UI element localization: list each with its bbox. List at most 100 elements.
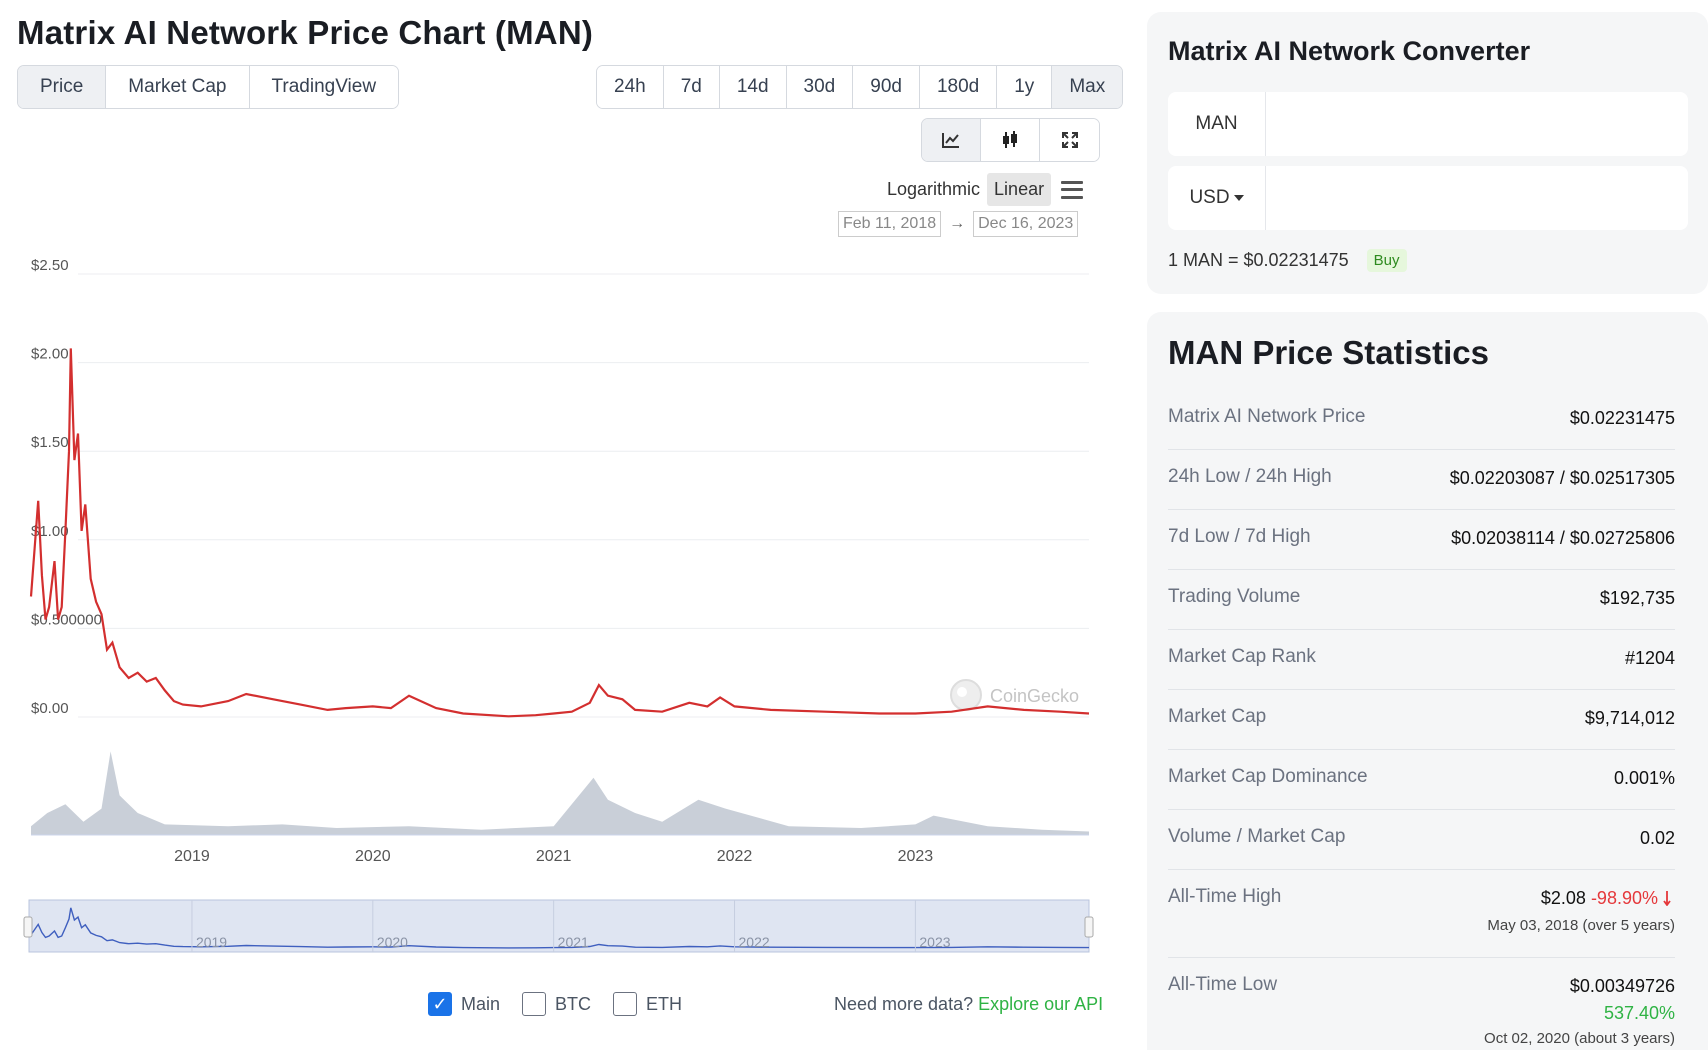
stat-row: Market Cap Dominance 0.001%	[1168, 750, 1675, 810]
navigator-tick-label: 2019	[196, 934, 227, 950]
ath-label: All-Time High	[1168, 886, 1282, 907]
stat-label: Market Cap Rank	[1168, 646, 1316, 667]
usd-currency-select[interactable]: USD	[1168, 166, 1266, 230]
date-range: Feb 11, 2018 → Dec 16, 2023	[838, 211, 1079, 237]
navigator[interactable]: 2019 2020 2021 2022 2023	[23, 899, 1094, 953]
buy-button[interactable]: Buy	[1366, 249, 1407, 272]
x-axis-ticks: 2019 2020 2021 2022 2023	[174, 848, 933, 865]
legend-main-label: Main	[461, 993, 501, 1014]
date-arrow: →	[949, 215, 966, 232]
range-7d-button[interactable]: 7d	[663, 66, 720, 108]
navigator-tick-label: 2023	[919, 934, 950, 950]
line-chart-button[interactable]	[922, 119, 981, 161]
man-input-row: MAN	[1168, 92, 1688, 156]
usd-input-row: USD	[1168, 166, 1688, 230]
y-tick-label: $2.00	[31, 346, 69, 363]
legend-eth[interactable]: ETH	[613, 992, 682, 1016]
atl-label: All-Time Low	[1168, 974, 1278, 995]
stat-label: 7d Low / 7d High	[1168, 526, 1311, 547]
y-tick-label: $2.50	[31, 257, 69, 274]
menu-icon[interactable]	[1061, 180, 1084, 199]
page-title: Matrix AI Network Price Chart (MAN)	[17, 14, 594, 51]
range-30d-button[interactable]: 30d	[786, 66, 854, 108]
stat-label: Trading Volume	[1168, 586, 1301, 607]
price-chart[interactable]: $2.50$2.00$1.50$1.00$0.500000$0.00 2019 2…	[0, 230, 1120, 970]
line-chart-icon	[942, 133, 959, 148]
caret-down-icon	[1233, 195, 1244, 201]
range-180d-button[interactable]: 180d	[919, 66, 998, 108]
api-prefix: Need more data?	[834, 994, 974, 1014]
explore-api-link[interactable]: Explore our API	[978, 994, 1104, 1014]
navigator-tick-label: 2022	[739, 934, 770, 950]
series-legend: ✓ Main BTC ETH	[428, 992, 704, 1016]
navigator-tick-label: 2020	[377, 934, 408, 950]
rate-text: 1 MAN = $0.02231475	[1168, 250, 1349, 270]
range-max-button[interactable]: Max	[1052, 66, 1123, 108]
stat-row: 7d Low / 7d High $0.02038114 / $0.027258…	[1168, 510, 1675, 570]
legend-btc[interactable]: BTC	[522, 992, 591, 1016]
x-tick-label: 2020	[355, 848, 391, 865]
stat-label: Matrix AI Network Price	[1168, 406, 1366, 427]
stat-row: Volume / Market Cap 0.02	[1168, 810, 1675, 870]
candlestick-button[interactable]	[981, 119, 1040, 161]
watermark-text: CoinGecko	[990, 686, 1079, 706]
stat-value: $0.02203087 / $0.02517305	[1449, 468, 1675, 488]
stat-value: $192,735	[1599, 588, 1675, 608]
navigator-left-handle[interactable]	[23, 916, 33, 938]
stat-row: Trading Volume $192,735	[1168, 570, 1675, 630]
view-tabs: Price Market Cap TradingView	[17, 65, 400, 109]
scale-logarithmic-button[interactable]: Logarithmic	[887, 179, 981, 199]
all-time-low-row: All-Time Low $0.00349726 537.40% Oct 02,…	[1168, 958, 1675, 1050]
converter-title: Matrix AI Network Converter	[1168, 36, 1531, 66]
navigator-right-handle[interactable]	[1084, 916, 1094, 938]
range-tabs: 24h 7d 14d 30d 90d 180d 1y Max	[596, 65, 1124, 109]
main-checkbox[interactable]: ✓	[428, 992, 452, 1016]
scale-toggle: Logarithmic Linear	[880, 173, 1084, 206]
legend-eth-label: ETH	[646, 993, 683, 1014]
chart-grid	[78, 273, 1089, 718]
range-1y-button[interactable]: 1y	[997, 66, 1053, 108]
y-tick-label: $1.50	[31, 434, 69, 451]
usd-amount-input[interactable]	[1266, 166, 1688, 230]
api-promo: Need more data? Explore our API	[834, 994, 1103, 1015]
tab-tradingview[interactable]: TradingView	[249, 66, 399, 108]
stat-row: Market Cap Rank #1204	[1168, 630, 1675, 690]
atl-date: Oct 02, 2020 (about 3 years)	[1484, 1030, 1675, 1047]
chart-type-tabs	[921, 118, 1100, 162]
btc-checkbox[interactable]	[522, 992, 547, 1016]
stat-value: 0.02	[1639, 828, 1675, 848]
volume-bars	[31, 751, 1089, 836]
legend-btc-label: BTC	[555, 993, 592, 1014]
stat-value: #1204	[1624, 648, 1675, 668]
eth-checkbox[interactable]	[613, 992, 638, 1016]
date-from-input[interactable]: Feb 11, 2018	[838, 211, 942, 237]
stat-value: $0.02231475	[1569, 408, 1675, 428]
stat-value: 0.001%	[1613, 768, 1675, 788]
range-90d-button[interactable]: 90d	[853, 66, 920, 108]
stat-label: Market Cap	[1168, 706, 1267, 727]
coingecko-watermark: CoinGecko	[950, 679, 1079, 711]
man-currency-label: MAN	[1168, 92, 1266, 156]
man-amount-input[interactable]	[1266, 92, 1688, 156]
range-14d-button[interactable]: 14d	[719, 66, 787, 108]
navigator-ticks: 2019 2020 2021 2022 2023	[191, 900, 951, 952]
atl-change: 537.40%	[1603, 1003, 1675, 1023]
scale-linear-button[interactable]: Linear	[987, 173, 1052, 206]
ath-change: -98.90%	[1590, 888, 1658, 908]
stat-row: Matrix AI Network Price $0.02231475	[1168, 390, 1675, 450]
conversion-rate: 1 MAN = $0.02231475 Buy	[1168, 249, 1407, 272]
tab-price[interactable]: Price	[18, 66, 107, 108]
date-to-input[interactable]: Dec 16, 2023	[973, 211, 1079, 237]
navigator-tick-label: 2021	[558, 934, 589, 950]
stat-label: 24h Low / 24h High	[1168, 466, 1332, 487]
price-statistics-panel: MAN Price Statistics Matrix AI Network P…	[1147, 312, 1708, 1050]
usd-currency-label: USD	[1189, 187, 1230, 208]
tab-market-cap[interactable]: Market Cap	[106, 66, 250, 108]
range-24h-button[interactable]: 24h	[597, 66, 664, 108]
legend-main[interactable]: ✓ Main	[428, 992, 500, 1016]
stat-value: $9,714,012	[1584, 708, 1675, 728]
atl-value: $0.00349726	[1569, 976, 1675, 996]
candlestick-icon	[1003, 131, 1017, 148]
expand-button[interactable]	[1040, 119, 1099, 161]
stats-title: MAN Price Statistics	[1168, 334, 1489, 371]
